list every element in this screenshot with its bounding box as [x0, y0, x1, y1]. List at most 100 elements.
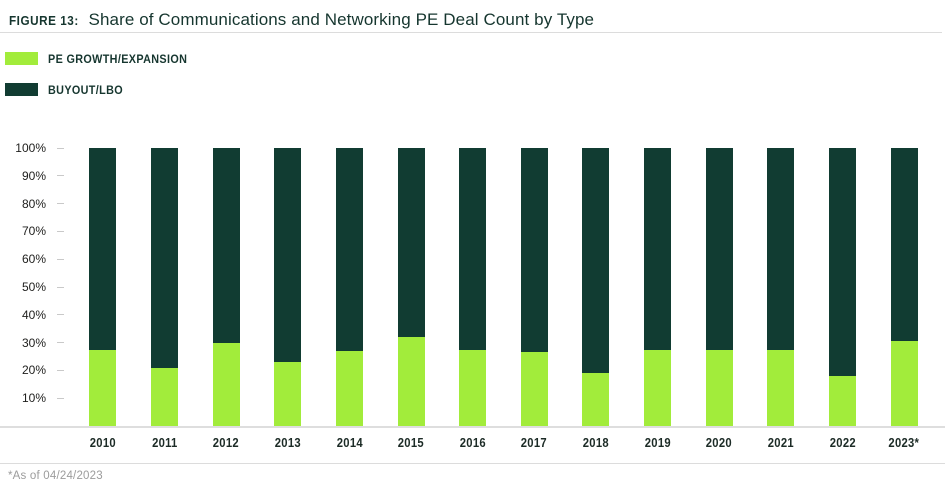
bar-segment-pe-growth-expansion-2015	[397, 337, 425, 426]
legend-swatch-pe-growth-icon	[5, 52, 38, 65]
bar-group-2019	[627, 148, 689, 426]
bar-group-2020	[688, 148, 750, 426]
bar-segment-buyout-lbo-2013	[274, 148, 302, 363]
stacked-bar-2020	[705, 148, 733, 426]
y-axis-label-50: 50%	[21, 280, 46, 294]
y-axis-tick	[57, 203, 64, 205]
stacked-bar-chart: 100% 90% 80% 70% 60% 50% 40% 30% 20% 10% 2010 2011…	[0, 141, 945, 458]
bar-group-2011	[134, 148, 196, 426]
bar-segment-buyout-lbo-2010	[89, 148, 117, 350]
bar-segment-buyout-lbo-2017	[520, 148, 548, 353]
bar-segment-buyout-lbo-2014	[335, 148, 363, 351]
bar-group-2018	[565, 148, 627, 426]
y-axis-label-10: 10%	[21, 391, 46, 406]
stacked-bar-2015	[397, 148, 425, 426]
bar-group-2015	[380, 148, 442, 426]
footnote: *As of 04/24/2023	[8, 470, 103, 482]
bar-segment-pe-growth-expansion-2012	[212, 342, 240, 426]
bar-segment-buyout-lbo-2012	[212, 148, 240, 343]
bar-segment-pe-growth-expansion-2010	[89, 349, 117, 426]
x-axis-label-2016: 2016	[459, 436, 486, 450]
y-axis-tick	[57, 342, 64, 344]
stacked-bar-2019	[644, 148, 672, 426]
x-axis-label-2018: 2018	[582, 436, 610, 450]
stacked-bar-2021	[767, 148, 795, 426]
x-axis-baseline	[0, 426, 945, 428]
bar-group-2014	[319, 148, 381, 426]
bar-segment-buyout-lbo-2015	[397, 148, 425, 338]
stacked-bar-2014	[335, 148, 363, 426]
x-axis: 2010 2011 2012 2013 2014 2015 2016 2017 2018 2019…	[72, 436, 935, 450]
bar-group-2013	[257, 148, 319, 426]
x-axis-label-2017: 2017	[521, 436, 548, 450]
y-axis-tick	[57, 175, 64, 177]
x-axis-label-2022: 2022	[829, 436, 856, 450]
bar-segment-pe-growth-expansion-2011	[150, 367, 178, 426]
y-axis-tick	[57, 230, 64, 232]
stacked-bar-2016	[459, 148, 487, 426]
bar-segment-buyout-lbo-2020	[705, 148, 733, 350]
stacked-bar-2010	[89, 148, 117, 426]
x-axis-label-2021: 2021	[767, 436, 794, 450]
bar-segment-buyout-lbo-2022	[829, 148, 856, 376]
bar-segment-pe-growth-expansion-2021	[767, 349, 795, 426]
bar-segment-pe-growth-expansion-2013	[274, 362, 302, 426]
y-axis-label-100: 100%	[15, 141, 46, 155]
y-axis: 100% 90% 80% 70% 60% 50% 40% 30% 20% 10%	[0, 141, 70, 426]
footer-divider	[0, 463, 945, 464]
bar-segment-buyout-lbo-2021	[767, 148, 795, 350]
bar-group-2010	[72, 148, 134, 426]
y-axis-label-80: 80%	[21, 196, 46, 211]
bar-segment-buyout-lbo-2016	[459, 148, 487, 350]
stacked-bar-2022	[829, 148, 856, 426]
legend-label-buyout-lbo: BUYOUT/LBO	[48, 82, 124, 97]
stacked-bar-2013	[274, 148, 302, 426]
bar-segment-buyout-lbo-2019	[644, 148, 672, 350]
y-axis-label-60: 60%	[21, 252, 46, 267]
legend-item-buyout-lbo: BUYOUT/LBO	[5, 82, 203, 97]
y-axis-tick	[57, 397, 64, 399]
bar-group-2021	[750, 148, 812, 426]
bar-segment-pe-growth-expansion-2022	[829, 375, 856, 426]
legend-label-pe-growth-expansion: PE GROWTH/EXPANSION	[48, 51, 188, 66]
plot-area	[72, 148, 935, 426]
bar-segment-pe-growth-expansion-2020	[705, 349, 733, 426]
x-axis-label-2019: 2019	[644, 436, 671, 450]
bar-segment-pe-growth-expansion-2017	[520, 352, 548, 426]
legend-item-pe-growth-expansion: PE GROWTH/EXPANSION	[5, 51, 203, 66]
y-axis-label-40: 40%	[21, 307, 46, 322]
bar-segment-buyout-lbo-2011	[150, 148, 178, 368]
bar-group-2022	[812, 148, 874, 426]
page-title: Share of Communications and Networking P…	[88, 10, 595, 29]
x-axis-label-2015: 2015	[397, 436, 425, 450]
x-axis-label-2011: 2011	[151, 436, 178, 450]
y-axis-tick	[57, 286, 64, 288]
stacked-bar-2011	[150, 148, 178, 426]
bar-segment-pe-growth-expansion-2019	[644, 349, 672, 426]
x-axis-label-2012: 2012	[213, 436, 240, 450]
y-axis-label-70: 70%	[21, 224, 46, 239]
stacked-bar-2023	[890, 148, 918, 426]
stacked-bar-2012	[212, 148, 240, 426]
y-axis-label-90: 90%	[21, 168, 46, 183]
figure-number-label: FIGURE 13:	[9, 13, 79, 28]
bar-segment-buyout-lbo-2018	[582, 148, 610, 374]
y-axis-tick	[57, 147, 64, 149]
y-axis-label-20: 20%	[21, 363, 46, 378]
stacked-bar-2017	[520, 148, 548, 426]
bar-group-2012	[195, 148, 257, 426]
x-axis-label-2013: 2013	[274, 436, 301, 450]
stacked-bar-2018	[582, 148, 610, 426]
legend-swatch-buyout-lbo-icon	[5, 83, 38, 96]
bar-segment-pe-growth-expansion-2016	[459, 349, 487, 426]
bar-group-2016	[442, 148, 504, 426]
x-axis-label-2020: 2020	[706, 436, 733, 450]
x-axis-label-2023: 2023*	[888, 436, 920, 450]
y-axis-tick	[57, 314, 64, 316]
bar-group-2023	[873, 148, 935, 426]
bar-segment-buyout-lbo-2023	[890, 148, 918, 342]
bar-segment-pe-growth-expansion-2018	[582, 373, 610, 426]
bar-segment-pe-growth-expansion-2023	[890, 341, 918, 426]
bar-segment-pe-growth-expansion-2014	[335, 350, 363, 426]
